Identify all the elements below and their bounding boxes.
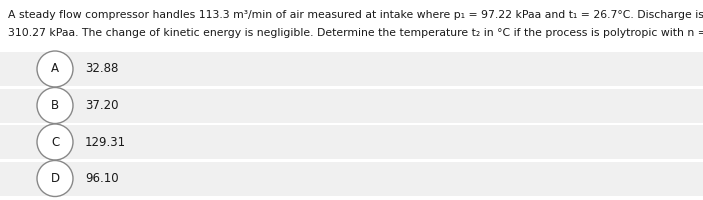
Bar xyxy=(0,162,703,196)
Text: 310.27 kPaa. The change of kinetic energy is negligible. Determine the temperatu: 310.27 kPaa. The change of kinetic energ… xyxy=(8,28,703,38)
Ellipse shape xyxy=(37,160,73,196)
Bar xyxy=(0,52,703,86)
Bar xyxy=(0,125,703,159)
Ellipse shape xyxy=(37,88,73,123)
Text: 32.88: 32.88 xyxy=(85,62,118,75)
Text: B: B xyxy=(51,99,59,112)
Text: D: D xyxy=(51,172,60,185)
Text: 129.31: 129.31 xyxy=(85,136,126,148)
Ellipse shape xyxy=(37,124,73,160)
Text: C: C xyxy=(51,136,59,148)
Bar xyxy=(0,88,703,122)
Text: A: A xyxy=(51,62,59,75)
Text: 96.10: 96.10 xyxy=(85,172,119,185)
Text: 37.20: 37.20 xyxy=(85,99,119,112)
Ellipse shape xyxy=(37,51,73,87)
Text: A steady flow compressor handles 113.3 m³/min of air measured at intake where p₁: A steady flow compressor handles 113.3 m… xyxy=(8,10,703,20)
